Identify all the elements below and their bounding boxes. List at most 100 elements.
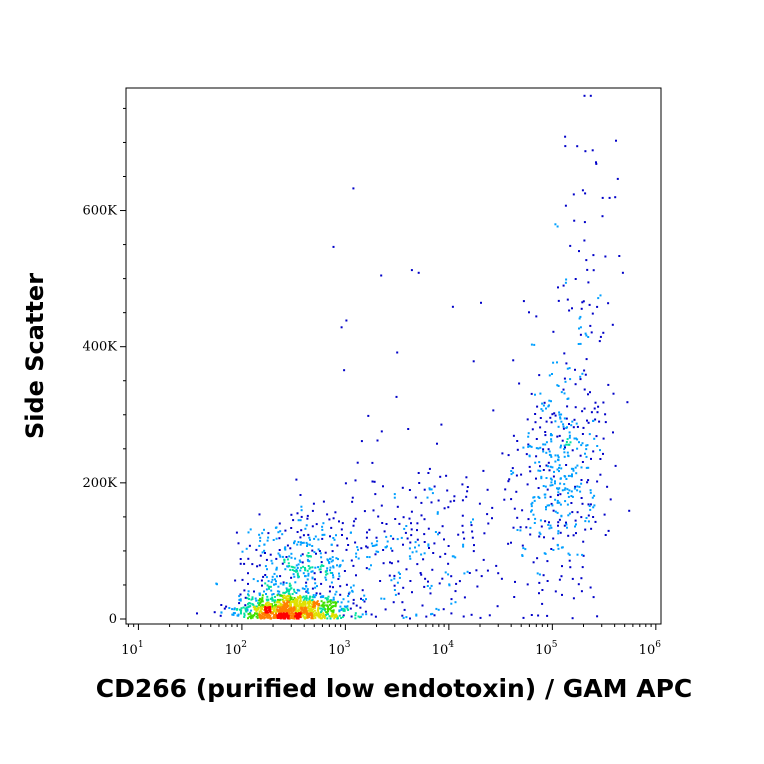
data-point [330,543,333,546]
data-point [576,447,579,450]
data-point [553,412,556,415]
data-point [607,383,610,386]
data-point [462,543,465,546]
data-point [554,460,557,463]
data-point [450,575,453,578]
data-point [332,537,335,539]
data-point [557,286,559,289]
data-point [602,401,605,404]
data-point [578,485,581,488]
data-point [402,543,404,546]
data-point [532,561,535,564]
data-point [240,609,243,612]
data-point [599,449,601,452]
data-point [547,465,550,468]
data-point [321,528,324,531]
data-point [557,488,560,491]
data-point [580,482,583,485]
data-point [452,555,455,558]
data-point [563,417,566,420]
data-point [287,609,290,612]
data-point [347,609,350,611]
data-point [258,599,261,602]
data-point [250,598,253,601]
data-point [321,603,324,606]
data-point [556,435,559,438]
data-point [347,544,350,546]
data-point [574,466,577,469]
data-point [289,617,292,620]
data-point [244,596,247,599]
data-point [581,442,584,445]
data-point [250,609,253,612]
data-point [292,610,295,613]
data-point [307,614,310,617]
data-point [290,604,292,606]
data-point [258,613,261,616]
data-point [557,532,560,535]
data-point [307,533,310,536]
data-point [512,434,515,437]
data-point [280,616,282,619]
data-point [290,617,293,619]
data-point [312,502,315,505]
data-point [311,509,314,512]
data-point [296,617,299,619]
data-point [303,616,306,619]
data-point [346,607,349,610]
data-point [259,609,262,612]
data-point [351,500,354,503]
data-point [567,552,570,555]
data-point [322,595,325,598]
data-point [311,599,314,602]
data-point [251,616,254,619]
data-point [430,584,433,587]
data-point [406,537,409,540]
data-point [246,597,249,600]
data-point [574,278,577,280]
data-point [546,614,549,617]
data-point [385,523,388,525]
data-point [566,367,569,370]
data-point [598,340,601,343]
data-point [589,491,592,494]
data-point [317,612,320,615]
data-point [564,500,567,503]
data-point [569,566,572,569]
data-point [231,613,234,616]
data-point [560,467,563,470]
data-point [453,495,456,498]
data-point [258,611,261,613]
data-point [397,560,400,563]
data-point [389,535,392,538]
data-point [607,529,610,532]
data-point [286,589,289,592]
data-point [535,447,538,450]
data-point [510,473,513,476]
data-point [560,413,563,416]
data-point [288,590,290,593]
data-point [313,605,315,608]
data-point [426,496,429,499]
x-axis-ticks: 101 102 103 104 105 106 [121,624,661,658]
data-point [305,610,308,613]
data-point [480,575,483,578]
data-point [565,441,568,443]
data-point [548,469,551,472]
data-point [450,602,453,605]
data-point [561,565,563,568]
data-point [575,532,577,535]
data-point [578,317,581,320]
data-point [356,461,359,464]
data-point [286,614,289,617]
data-point [410,510,413,513]
data-point [302,565,305,568]
data-point [269,612,272,615]
data-point [315,594,317,597]
data-point [596,411,599,414]
data-point [593,407,596,410]
data-point [536,405,539,408]
data-point [410,269,413,272]
data-point [538,535,541,538]
data-point [535,477,537,480]
